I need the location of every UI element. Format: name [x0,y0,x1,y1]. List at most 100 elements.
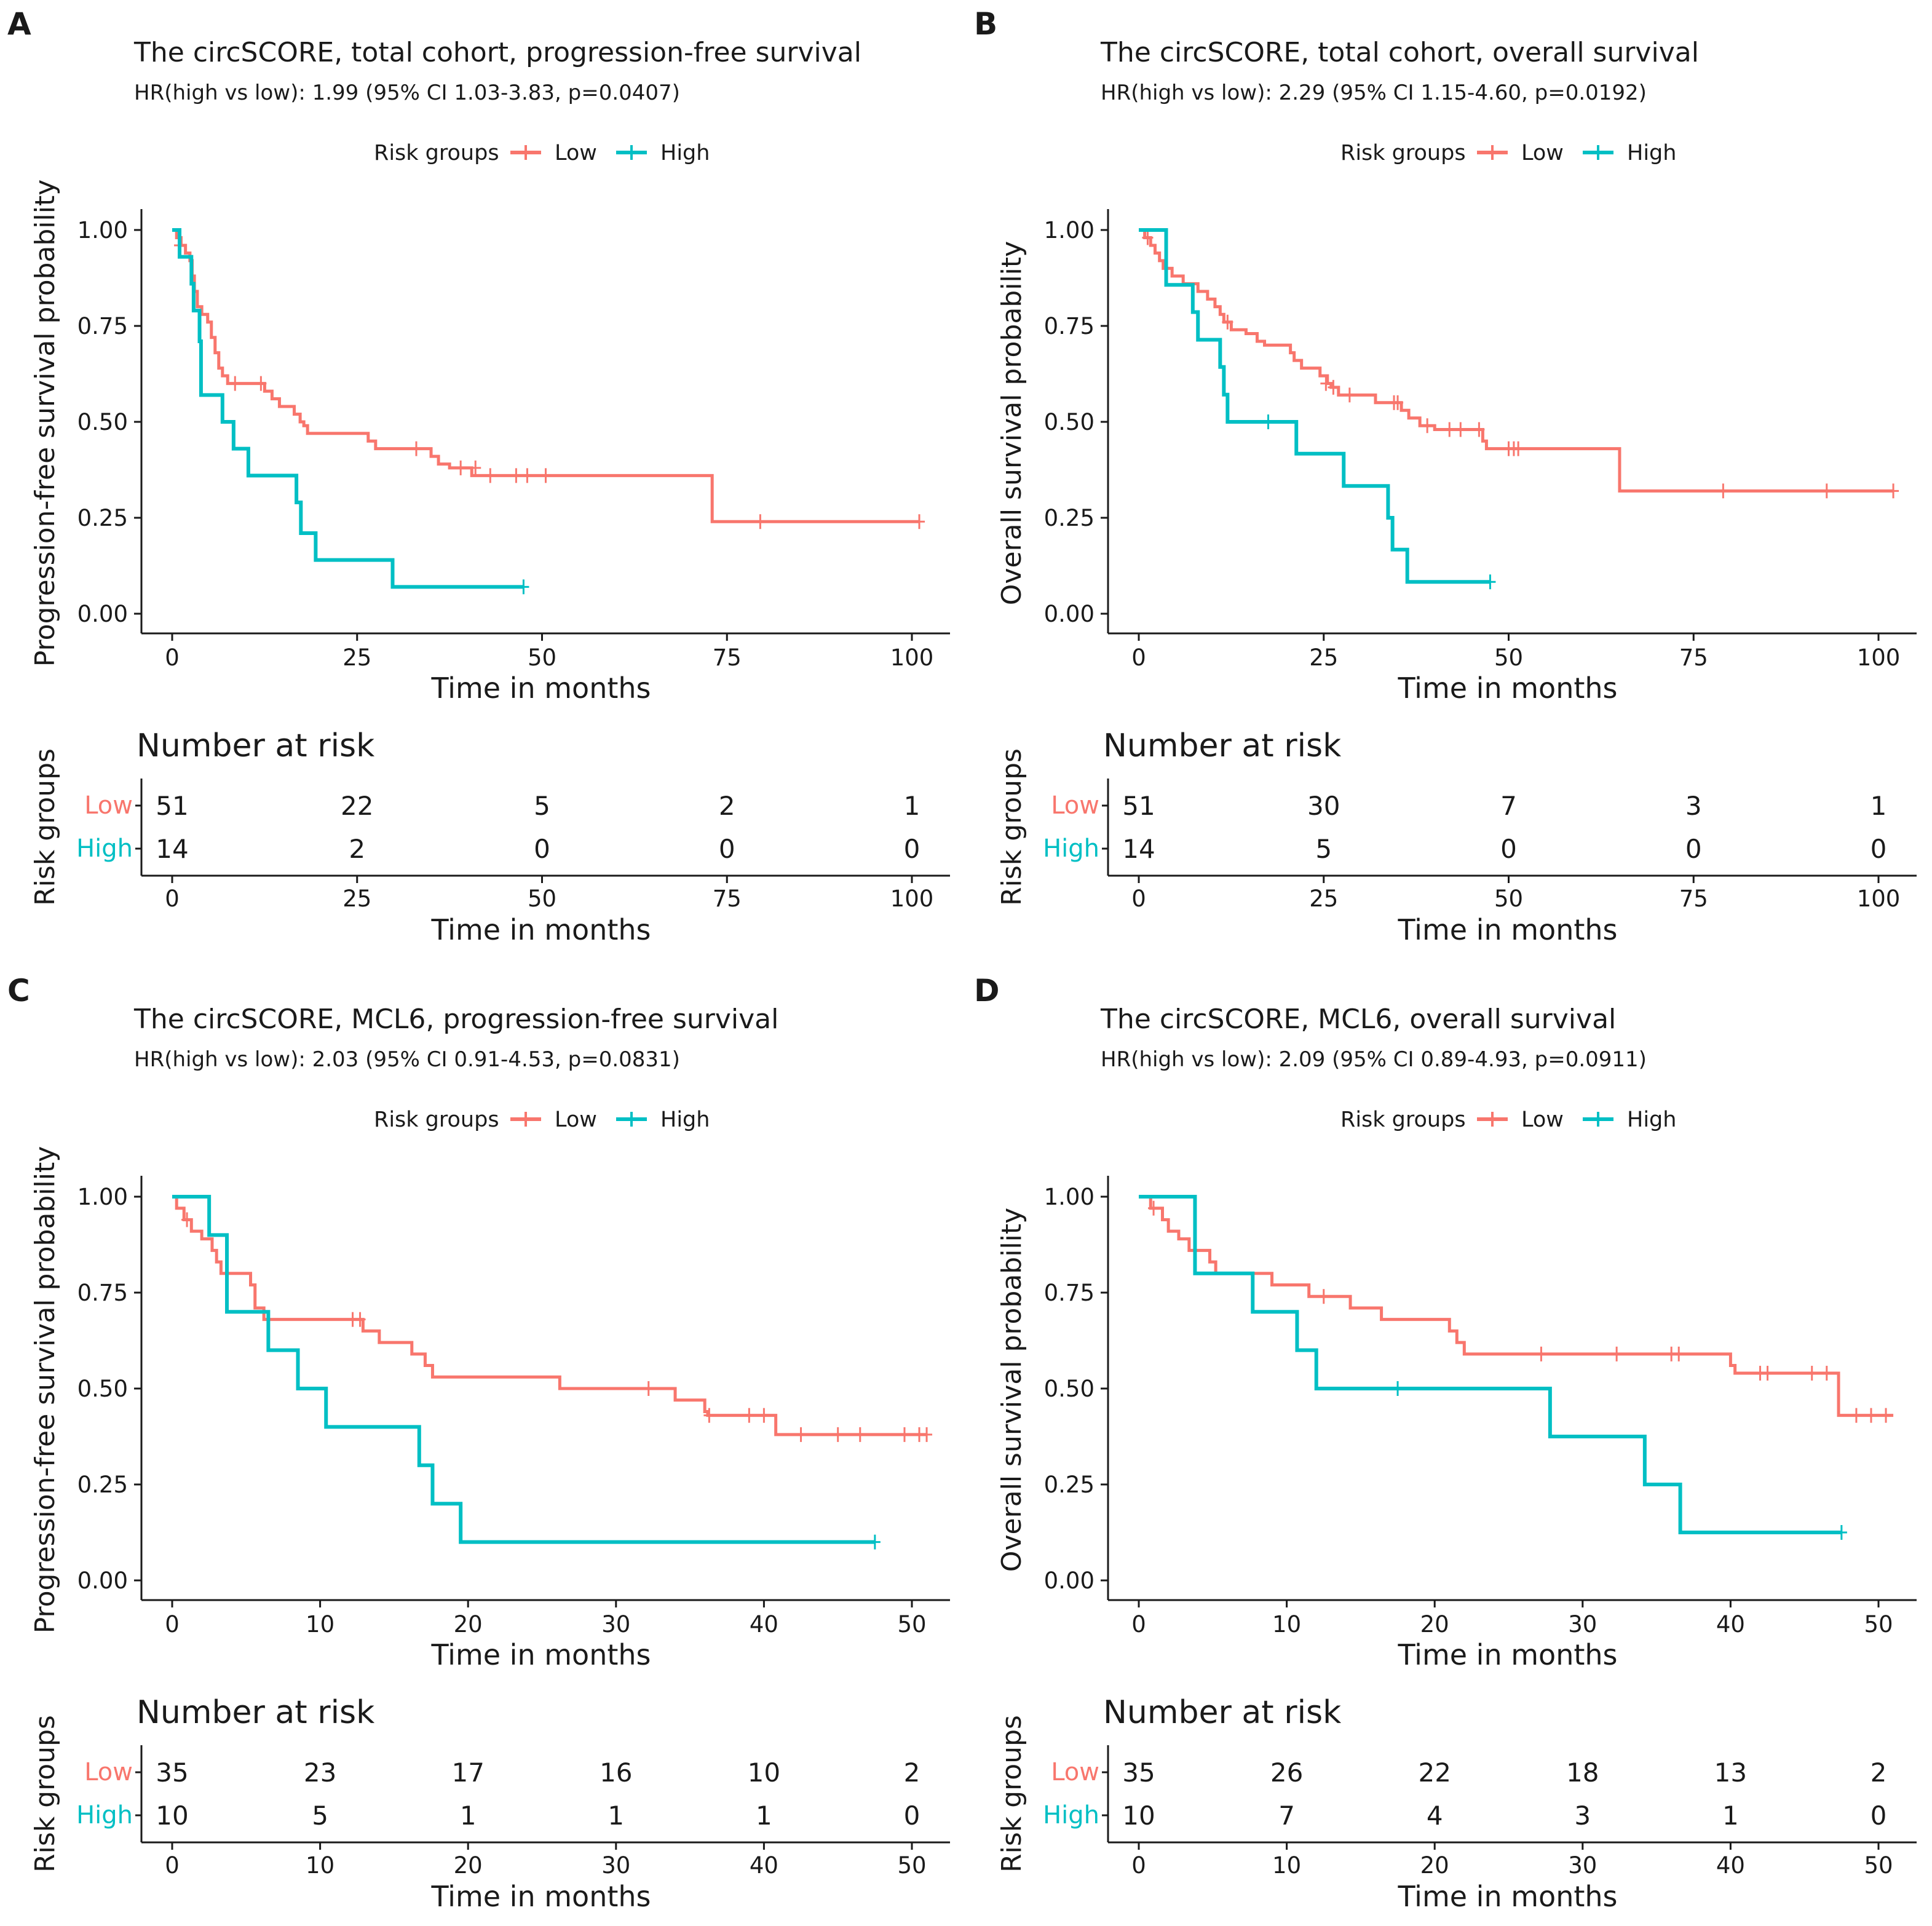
legend-label-low: Low [1521,141,1564,165]
y-tick-label: 1.00 [77,217,128,244]
survival-curve-low [172,1195,927,1437]
y-tick-label: 1.00 [77,1184,128,1210]
y-tick-label: 0.75 [1044,1280,1095,1306]
x-axis-title: Time in months [1397,672,1617,705]
x-tick-label: 75 [1679,644,1708,671]
plot-axes: 0.00 0.25 0.50 0.75 1.00 0 25 50 75 100 Time in mo… [30,180,950,705]
risk-count-high: 0 [534,834,550,864]
risk-x-tick-label: 0 [1131,1852,1146,1879]
risk-count-high: 0 [904,834,920,864]
risk-count-high: 4 [1427,1801,1443,1831]
y-tick-label: 0.50 [77,409,128,435]
risk-x-axis-title: Time in months [430,1880,651,1913]
series-high [1139,228,1496,590]
risk-count-high: 5 [1315,834,1332,864]
x-tick-label: 100 [890,644,934,671]
series-low [1139,1195,1894,1423]
y-tick-label: 0.50 [77,1376,128,1402]
y-axis-title: Progression-free survival probability [30,180,61,667]
series-low [172,1195,933,1442]
risk-x-tick-label: 75 [713,886,742,912]
panel-label: B [974,6,997,42]
risk-count-high: 14 [1122,834,1155,864]
x-tick-label: 50 [1864,1611,1893,1638]
x-tick-label: 0 [1131,644,1146,671]
risk-table-title: Number at risk [137,1694,374,1731]
x-tick-label: 25 [342,644,371,671]
series-low [1139,228,1899,499]
legend-label-high: High [1627,141,1676,165]
risk-count-high: 5 [312,1801,328,1831]
y-axis-title: Overall survival probability [996,1208,1027,1572]
y-tick-label: 0.00 [1044,1567,1095,1594]
risk-x-tick-label: 0 [1131,886,1146,912]
risk-count-high: 1 [756,1801,772,1831]
risk-x-tick-label: 50 [528,886,556,912]
risk-count-high: 0 [1500,834,1517,864]
legend-title: Risk groups [1340,141,1466,165]
panel-a: A The circSCORE, total cohort, progressio… [7,6,950,946]
y-tick-label: 0.50 [1044,1376,1095,1402]
x-tick-label: 40 [1716,1611,1745,1638]
legend-label-high: High [660,1108,710,1132]
y-axis-title: Overall survival probability [996,241,1027,605]
legend-title: Risk groups [374,1108,499,1132]
legend-title: Risk groups [374,141,499,165]
risk-x-tick-label: 25 [1309,886,1338,912]
risk-count-low: 22 [1418,1758,1451,1788]
risk-row-label-high: High [1043,1801,1099,1829]
risk-count-high: 0 [904,1801,920,1831]
risk-count-high: 3 [1574,1801,1591,1831]
x-tick-label: 0 [1131,1611,1146,1638]
risk-count-high: 2 [349,834,365,864]
risk-count-low: 2 [904,1758,920,1788]
survival-curve-high [172,1195,875,1544]
risk-x-tick-label: 40 [1716,1852,1745,1879]
y-tick-label: 0.00 [1044,601,1095,627]
risk-x-tick-label: 20 [454,1852,483,1879]
x-axis-title: Time in months [1397,1638,1617,1671]
risk-row-label-high: High [76,1801,133,1829]
risk-x-tick-label: 10 [306,1852,335,1879]
legend-label-high: High [660,141,710,165]
risk-count-low: 18 [1566,1758,1599,1788]
x-tick-label: 50 [528,644,556,671]
x-tick-label: 30 [1568,1611,1597,1638]
risk-count-low: 35 [156,1758,188,1788]
risk-count-low: 2 [719,791,735,821]
y-tick-label: 0.25 [77,1472,128,1498]
risk-count-low: 1 [904,791,920,821]
x-tick-label: 10 [1272,1611,1301,1638]
risk-count-high: 0 [1685,834,1702,864]
panel-label: C [7,973,30,1009]
risk-count-low: 13 [1714,1758,1747,1788]
risk-count-high: 1 [608,1801,624,1831]
survival-curve-high [1139,228,1491,584]
risk-x-axis-title: Time in months [430,913,651,946]
x-tick-label: 50 [1494,644,1523,671]
y-tick-label: 0.75 [77,1280,128,1306]
risk-count-high: 1 [1722,1801,1739,1831]
legend-label-low: Low [555,141,597,165]
risk-count-low: 10 [748,1758,780,1788]
x-tick-label: 100 [1857,644,1901,671]
risk-x-tick-label: 40 [750,1852,778,1879]
risk-row-label-low: Low [1051,791,1099,820]
y-tick-label: 0.75 [77,313,128,339]
legend: Risk groups Low High [1340,141,1676,165]
y-tick-label: 0.75 [1044,313,1095,339]
panel-label: A [7,6,31,42]
x-tick-label: 10 [306,1611,335,1638]
risk-count-low: 1 [1871,791,1887,821]
y-tick-label: 0.25 [77,505,128,531]
chart-subtitle: HR(high vs low): 2.29 (95% CI 1.15-4.60,… [1101,81,1647,105]
chart-subtitle: HR(high vs low): 2.03 (95% CI 0.91-4.53,… [134,1047,680,1072]
risk-row-label-low: Low [84,1758,133,1786]
risk-x-tick-label: 20 [1420,1852,1449,1879]
risk-x-tick-label: 25 [342,886,371,912]
risk-x-tick-label: 30 [601,1852,630,1879]
